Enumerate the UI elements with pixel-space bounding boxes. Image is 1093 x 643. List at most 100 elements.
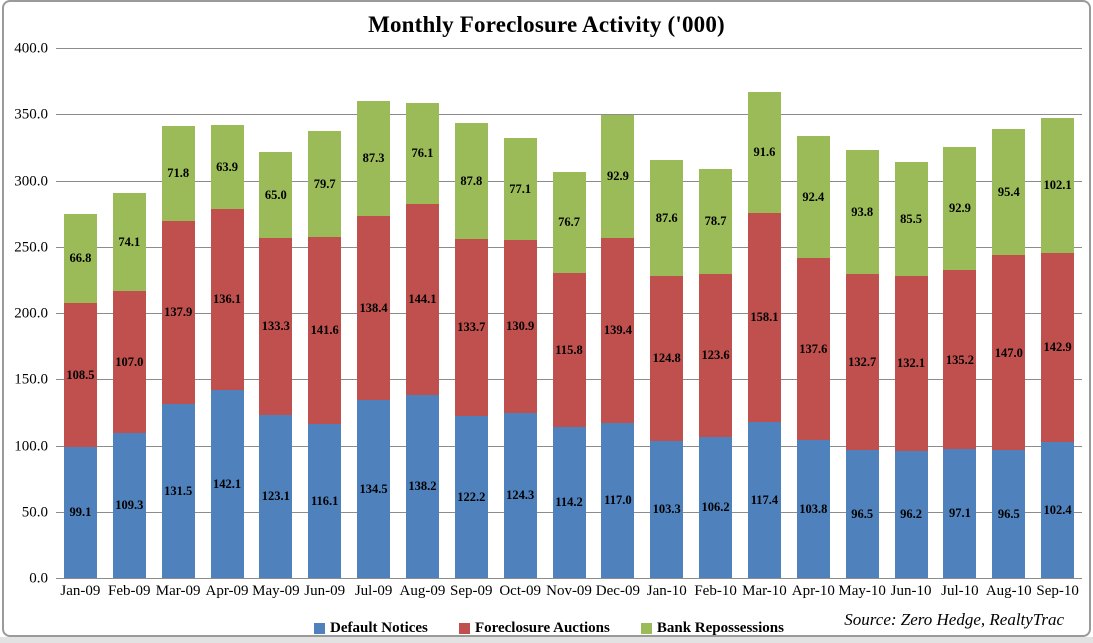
data-label: 79.7	[313, 176, 336, 191]
y-tick-label: 400.0	[14, 40, 48, 57]
y-tick-label: 300.0	[14, 173, 48, 189]
bar-segment-bank-repossessions: 63.9	[210, 124, 244, 210]
y-tick-label: 350.0	[14, 106, 48, 123]
bar-segment-foreclosure-auctions: 133.7	[454, 238, 488, 417]
bar-group-nov-09: 114.2 115.8 76.7	[545, 49, 594, 578]
bar-segment-bank-repossessions: 102.1	[1041, 117, 1075, 253]
data-label: 108.5	[66, 367, 95, 382]
source-note: Source: Zero Hedge, RealtyTrac	[844, 610, 1064, 629]
legend: Default Notices Foreclosure Auctions Ban…	[314, 618, 784, 635]
bar-stack: 106.2 123.6 78.7	[699, 169, 733, 578]
bar-segment-bank-repossessions: 93.8	[845, 150, 879, 275]
data-label: 66.8	[69, 251, 92, 266]
data-label: 95.4	[997, 184, 1020, 199]
bar-segment-foreclosure-auctions: 141.6	[308, 236, 342, 425]
bar-segment-default-notices: 134.5	[357, 399, 391, 578]
data-label: 87.8	[460, 173, 483, 188]
data-label: 77.1	[509, 181, 532, 196]
x-tick-label: Aug-09	[399, 583, 446, 599]
data-label: 96.5	[997, 506, 1020, 521]
bar-group-jan-09: 99.1 108.5 66.8	[56, 49, 105, 578]
bar-stack: 123.1 133.3 65.0	[259, 152, 293, 578]
data-label: 123.1	[261, 489, 290, 504]
bar-segment-default-notices: 116.1	[308, 424, 342, 578]
bar-segment-default-notices: 96.2	[894, 450, 928, 578]
data-label: 136.1	[212, 292, 242, 307]
data-label: 158.1	[750, 310, 779, 325]
bar-segment-bank-repossessions: 87.6	[650, 159, 684, 276]
bar-stack: 114.2 115.8 76.7	[552, 171, 586, 578]
plot-area: 99.1 108.5 66.8 109.3 107.0 74.1 131.5 137.9 71.…	[56, 48, 1082, 579]
bar-segment-bank-repossessions: 71.8	[161, 125, 195, 222]
x-tick-label: Jul-10	[941, 583, 979, 599]
bar-segment-foreclosure-auctions: 132.7	[845, 274, 879, 451]
bar-segment-bank-repossessions: 76.7	[552, 171, 586, 274]
bar-segment-default-notices: 117.4	[747, 422, 781, 578]
bar-group-sep-10: 102.4 142.9 102.1	[1033, 49, 1082, 578]
bar-segment-bank-repossessions: 77.1	[503, 137, 537, 240]
data-label: 76.1	[411, 146, 434, 161]
bar-group-feb-09: 109.3 107.0 74.1	[105, 49, 154, 578]
bar-segment-default-notices: 124.3	[503, 413, 537, 578]
bar-group-aug-10: 96.5 147.0 95.4	[984, 49, 1033, 578]
data-label: 103.8	[799, 501, 828, 516]
bar-segment-default-notices: 117.0	[601, 422, 635, 578]
x-tick-label: Apr-10	[791, 583, 835, 599]
data-label: 131.5	[164, 483, 193, 498]
bar-group-jul-10: 97.1 135.2 92.9	[935, 49, 984, 578]
x-tick-label: Sep-10	[1036, 583, 1079, 599]
legend-item-default-notices: Default Notices	[314, 620, 428, 635]
foreclosure-auctions-swatch-icon	[458, 622, 470, 634]
bar-segment-bank-repossessions: 74.1	[112, 193, 146, 292]
x-tick-label: Mar-10	[742, 583, 787, 599]
data-label: 124.8	[652, 351, 681, 366]
bar-group-jun-09: 116.1 141.6 79.7	[300, 49, 349, 578]
bar-segment-foreclosure-auctions: 123.6	[699, 273, 733, 438]
bar-stack: 109.3 107.0 74.1	[112, 193, 146, 578]
bar-group-apr-10: 103.8 137.6 92.4	[789, 49, 838, 578]
data-label: 96.2	[900, 507, 922, 522]
y-axis: 0.0 50.0 100.0 150.0 200.0 250.0 300.0 350.0 400…	[4, 41, 48, 587]
bar-segment-bank-repossessions: 65.0	[259, 152, 293, 239]
bar-segment-default-notices: 138.2	[405, 394, 439, 578]
bar-segment-default-notices: 123.1	[259, 414, 293, 578]
x-tick-label: Feb-09	[108, 583, 151, 599]
bar-segment-foreclosure-auctions: 137.9	[161, 221, 195, 404]
bar-segment-foreclosure-auctions: 147.0	[992, 255, 1026, 451]
x-tick-label: May-10	[838, 583, 886, 599]
y-tick-label: 150.0	[14, 371, 48, 388]
data-label: 76.7	[558, 215, 580, 230]
bar-segment-default-notices: 142.1	[210, 389, 244, 578]
y-tick-label: 200.0	[14, 305, 48, 322]
data-label: 134.5	[359, 481, 388, 496]
data-label: 142.1	[212, 476, 242, 491]
data-label: 141.6	[310, 323, 339, 338]
bar-segment-default-notices: 122.2	[454, 416, 488, 578]
x-tick-label: Apr-09	[205, 583, 249, 599]
x-tick-label: Oct-09	[499, 583, 541, 599]
data-label: 63.9	[216, 159, 238, 174]
bar-segment-foreclosure-auctions: 133.3	[259, 238, 293, 415]
bar-segment-default-notices: 109.3	[112, 433, 146, 578]
data-label: 132.7	[848, 354, 877, 369]
default-notices-swatch-icon	[314, 622, 325, 634]
data-label: 74.1	[118, 235, 141, 250]
bar-segment-default-notices: 131.5	[161, 403, 195, 578]
bar-stack: 96.5 132.7 93.8	[845, 150, 879, 578]
data-label: 138.4	[359, 300, 388, 315]
x-tick-label: Jun-09	[304, 583, 346, 599]
bar-stack: 131.5 137.9 71.8	[161, 125, 195, 578]
x-tick-label: May-09	[252, 583, 300, 599]
bars-row: 99.1 108.5 66.8 109.3 107.0 74.1 131.5 137.9 71.…	[56, 49, 1082, 578]
y-tick-label: 50.0	[21, 504, 48, 521]
bar-segment-foreclosure-auctions: 136.1	[210, 209, 244, 390]
data-label: 116.1	[311, 493, 339, 508]
x-tick-label: Sep-09	[450, 583, 493, 599]
bar-segment-foreclosure-auctions: 135.2	[943, 270, 977, 450]
data-label: 97.1	[948, 506, 971, 521]
data-label: 106.2	[701, 500, 730, 515]
bar-stack: 99.1 108.5 66.8	[63, 214, 97, 578]
bar-segment-bank-repossessions: 85.5	[894, 162, 928, 276]
x-tick-label: Dec-09	[595, 583, 640, 599]
